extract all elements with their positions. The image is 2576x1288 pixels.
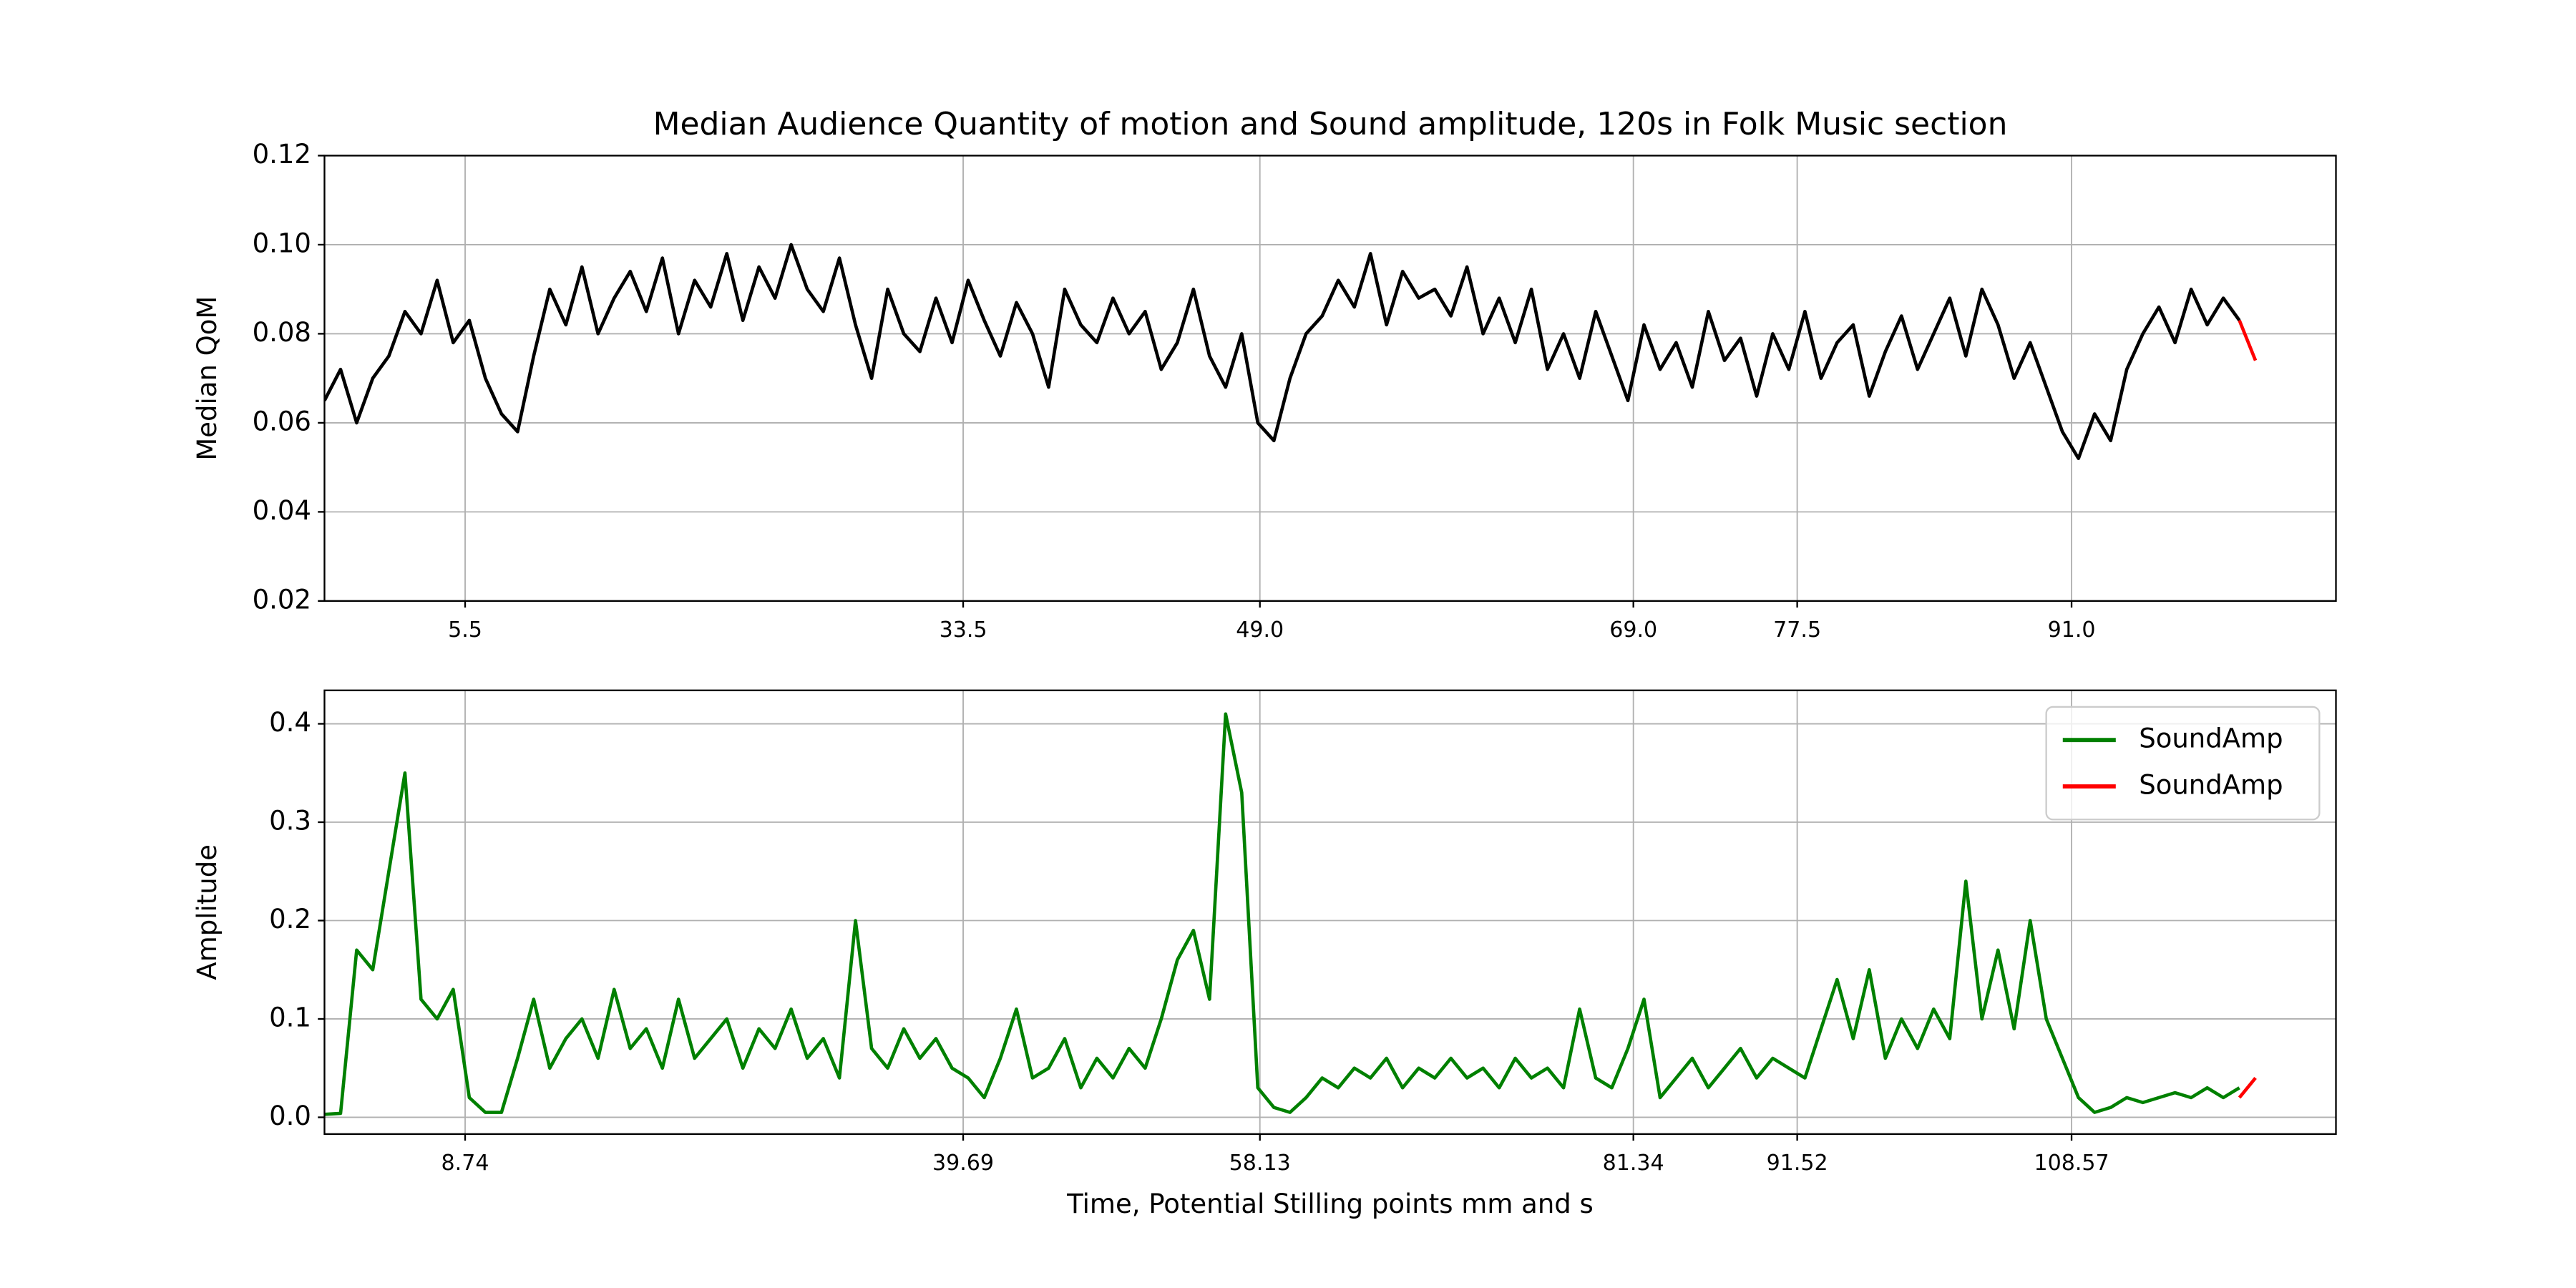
x-axis-label: Time, Potential Stilling points mm and s: [1066, 1189, 1594, 1219]
y-tick-label: 0.04: [253, 495, 311, 526]
legend-box: [2045, 706, 2321, 821]
x-tick-label: 69.0: [1609, 618, 1657, 643]
x-tick-label: 108.57: [2034, 1151, 2109, 1176]
x-tick-label: 33.5: [940, 618, 987, 643]
data-line: [324, 243, 2241, 461]
y-tick-label: 0.02: [253, 584, 311, 615]
y-tick-label: 0.3: [269, 806, 311, 836]
axes-frame: [323, 155, 2337, 602]
y-tick-label: 0.08: [253, 317, 311, 348]
legend-label: SoundAmp: [2139, 723, 2283, 754]
x-tick-label: 58.13: [1229, 1151, 1291, 1176]
data-line: [2238, 319, 2258, 361]
y-tick-label: 0.4: [269, 707, 311, 738]
x-tick-label: 5.5: [448, 618, 482, 643]
y-axis-label: Amplitude: [192, 844, 223, 980]
data-line: [2238, 1077, 2257, 1099]
x-tick-label: 91.52: [1767, 1151, 1828, 1176]
x-tick-label: 8.74: [441, 1151, 489, 1176]
x-tick-label: 81.34: [1603, 1151, 1664, 1176]
y-tick-label: 0.0: [269, 1101, 311, 1131]
y-axis-label: Median QoM: [192, 296, 223, 461]
x-tick-label: 91.0: [2048, 618, 2096, 643]
legend-label: SoundAmp: [2139, 769, 2283, 800]
y-tick-label: 0.12: [253, 139, 311, 170]
chart-title: Median Audience Quantity of motion and S…: [653, 106, 2008, 142]
data-line: [324, 712, 2240, 1116]
axes-frame: [323, 689, 2337, 1135]
x-tick-label: 77.5: [1773, 618, 1821, 643]
y-tick-label: 0.1: [269, 1002, 311, 1033]
y-tick-label: 0.06: [253, 406, 311, 436]
y-tick-label: 0.10: [253, 228, 311, 258]
x-tick-label: 39.69: [932, 1151, 994, 1176]
y-tick-label: 0.2: [269, 904, 311, 935]
x-tick-label: 49.0: [1236, 618, 1284, 643]
